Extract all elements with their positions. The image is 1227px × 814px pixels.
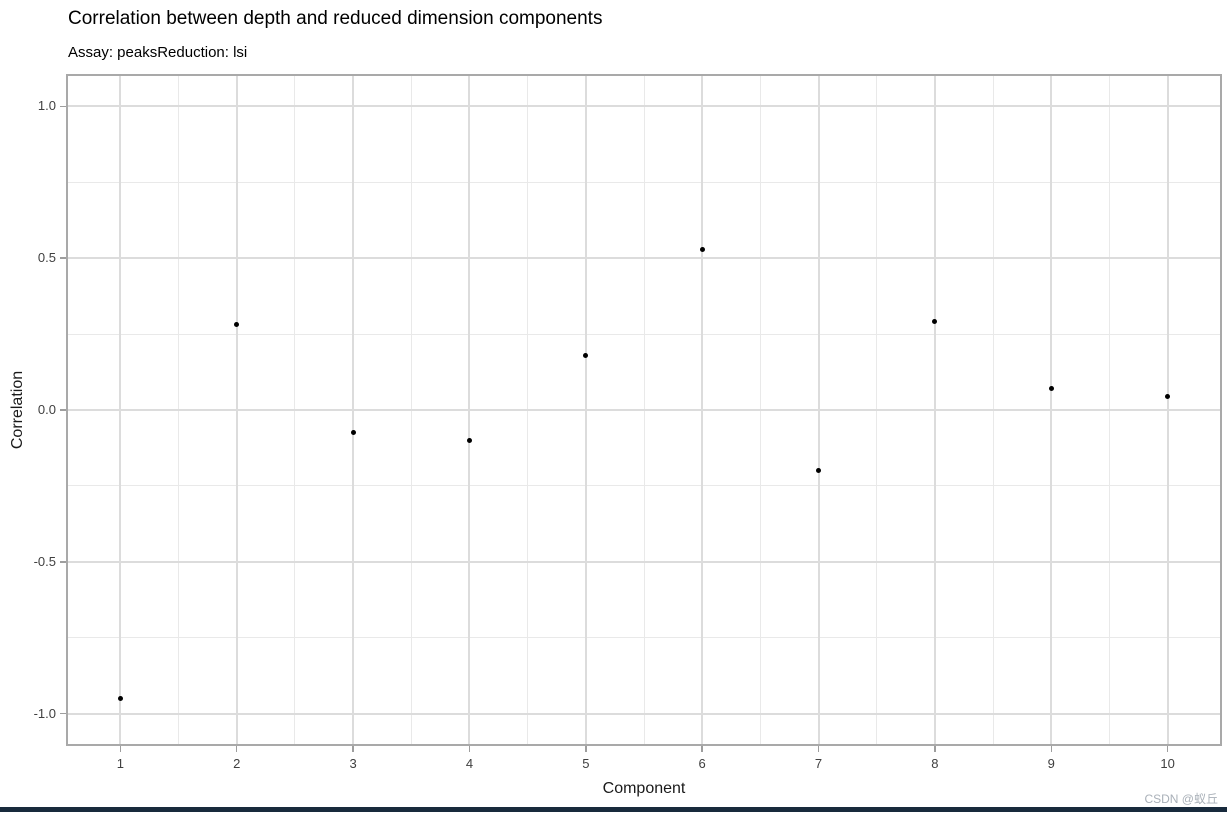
gridline-major-vertical	[1166, 76, 1169, 744]
y-axis-tick	[60, 561, 66, 563]
x-axis-tick	[235, 746, 238, 752]
data-point	[583, 352, 589, 358]
gridline-major-vertical	[701, 76, 704, 744]
x-axis-tick	[1166, 746, 1169, 752]
x-tick-label: 10	[1160, 756, 1175, 771]
y-tick-label: -1.0	[33, 705, 56, 721]
data-point	[350, 430, 356, 436]
y-axis-tick	[60, 105, 66, 108]
chart-title: Correlation between depth and reduced di…	[68, 8, 603, 29]
y-tick-label: 0.5	[37, 250, 56, 266]
data-point	[932, 319, 938, 325]
gridline-major-horizontal	[68, 712, 1220, 715]
x-axis-tick	[468, 746, 471, 752]
y-axis-tick	[60, 257, 66, 259]
x-axis-tick	[701, 746, 703, 752]
watermark: CSDN @蚁丘	[1144, 792, 1218, 806]
x-tick-label: 3	[349, 756, 357, 771]
gridline-major-horizontal	[68, 257, 1220, 260]
gridline-major-vertical	[584, 76, 587, 744]
x-axis-title: Component	[602, 780, 686, 797]
x-axis-tick	[585, 746, 587, 752]
gridline-major-vertical	[119, 76, 122, 744]
gridline-major-horizontal	[68, 409, 1220, 411]
data-point	[699, 246, 705, 252]
gridline-major-vertical	[352, 76, 355, 744]
gridline-major-vertical	[817, 76, 820, 744]
data-point	[117, 695, 123, 701]
plot-panel	[66, 74, 1222, 746]
x-tick-label: 7	[814, 756, 823, 771]
x-tick-label: 1	[116, 756, 124, 771]
x-axis-tick	[934, 746, 936, 752]
data-point	[234, 322, 240, 328]
data-point	[1048, 386, 1054, 392]
x-axis-tick	[119, 746, 122, 752]
y-axis-tick	[60, 712, 66, 715]
data-point	[1165, 393, 1171, 399]
x-tick-label: 5	[582, 756, 590, 771]
gridline-major-vertical	[235, 76, 238, 744]
x-tick-label: 9	[1047, 756, 1055, 771]
x-tick-label: 6	[698, 756, 706, 771]
x-axis-tick	[817, 746, 820, 752]
x-tick-label: 2	[233, 756, 241, 771]
y-axis-tick	[60, 409, 66, 411]
y-tick-label: -0.5	[33, 553, 56, 569]
x-tick-label: 8	[931, 756, 939, 771]
y-tick-label: 0.0	[37, 402, 56, 417]
data-point	[466, 437, 472, 443]
data-point	[816, 468, 822, 474]
gridline-major-vertical	[933, 76, 936, 744]
gridline-major-horizontal	[68, 560, 1220, 563]
chart-subtitle: Assay: peaksReduction: lsi	[68, 44, 248, 61]
x-axis-tick	[1050, 746, 1053, 752]
y-tick-label: 1.0	[37, 98, 56, 114]
gridline-major-horizontal	[68, 105, 1220, 108]
x-axis-tick	[352, 746, 354, 752]
gridline-major-vertical	[468, 76, 471, 744]
footer-accent-bar	[0, 807, 1227, 812]
x-tick-label: 4	[465, 756, 474, 771]
gridline-major-vertical	[1050, 76, 1053, 744]
